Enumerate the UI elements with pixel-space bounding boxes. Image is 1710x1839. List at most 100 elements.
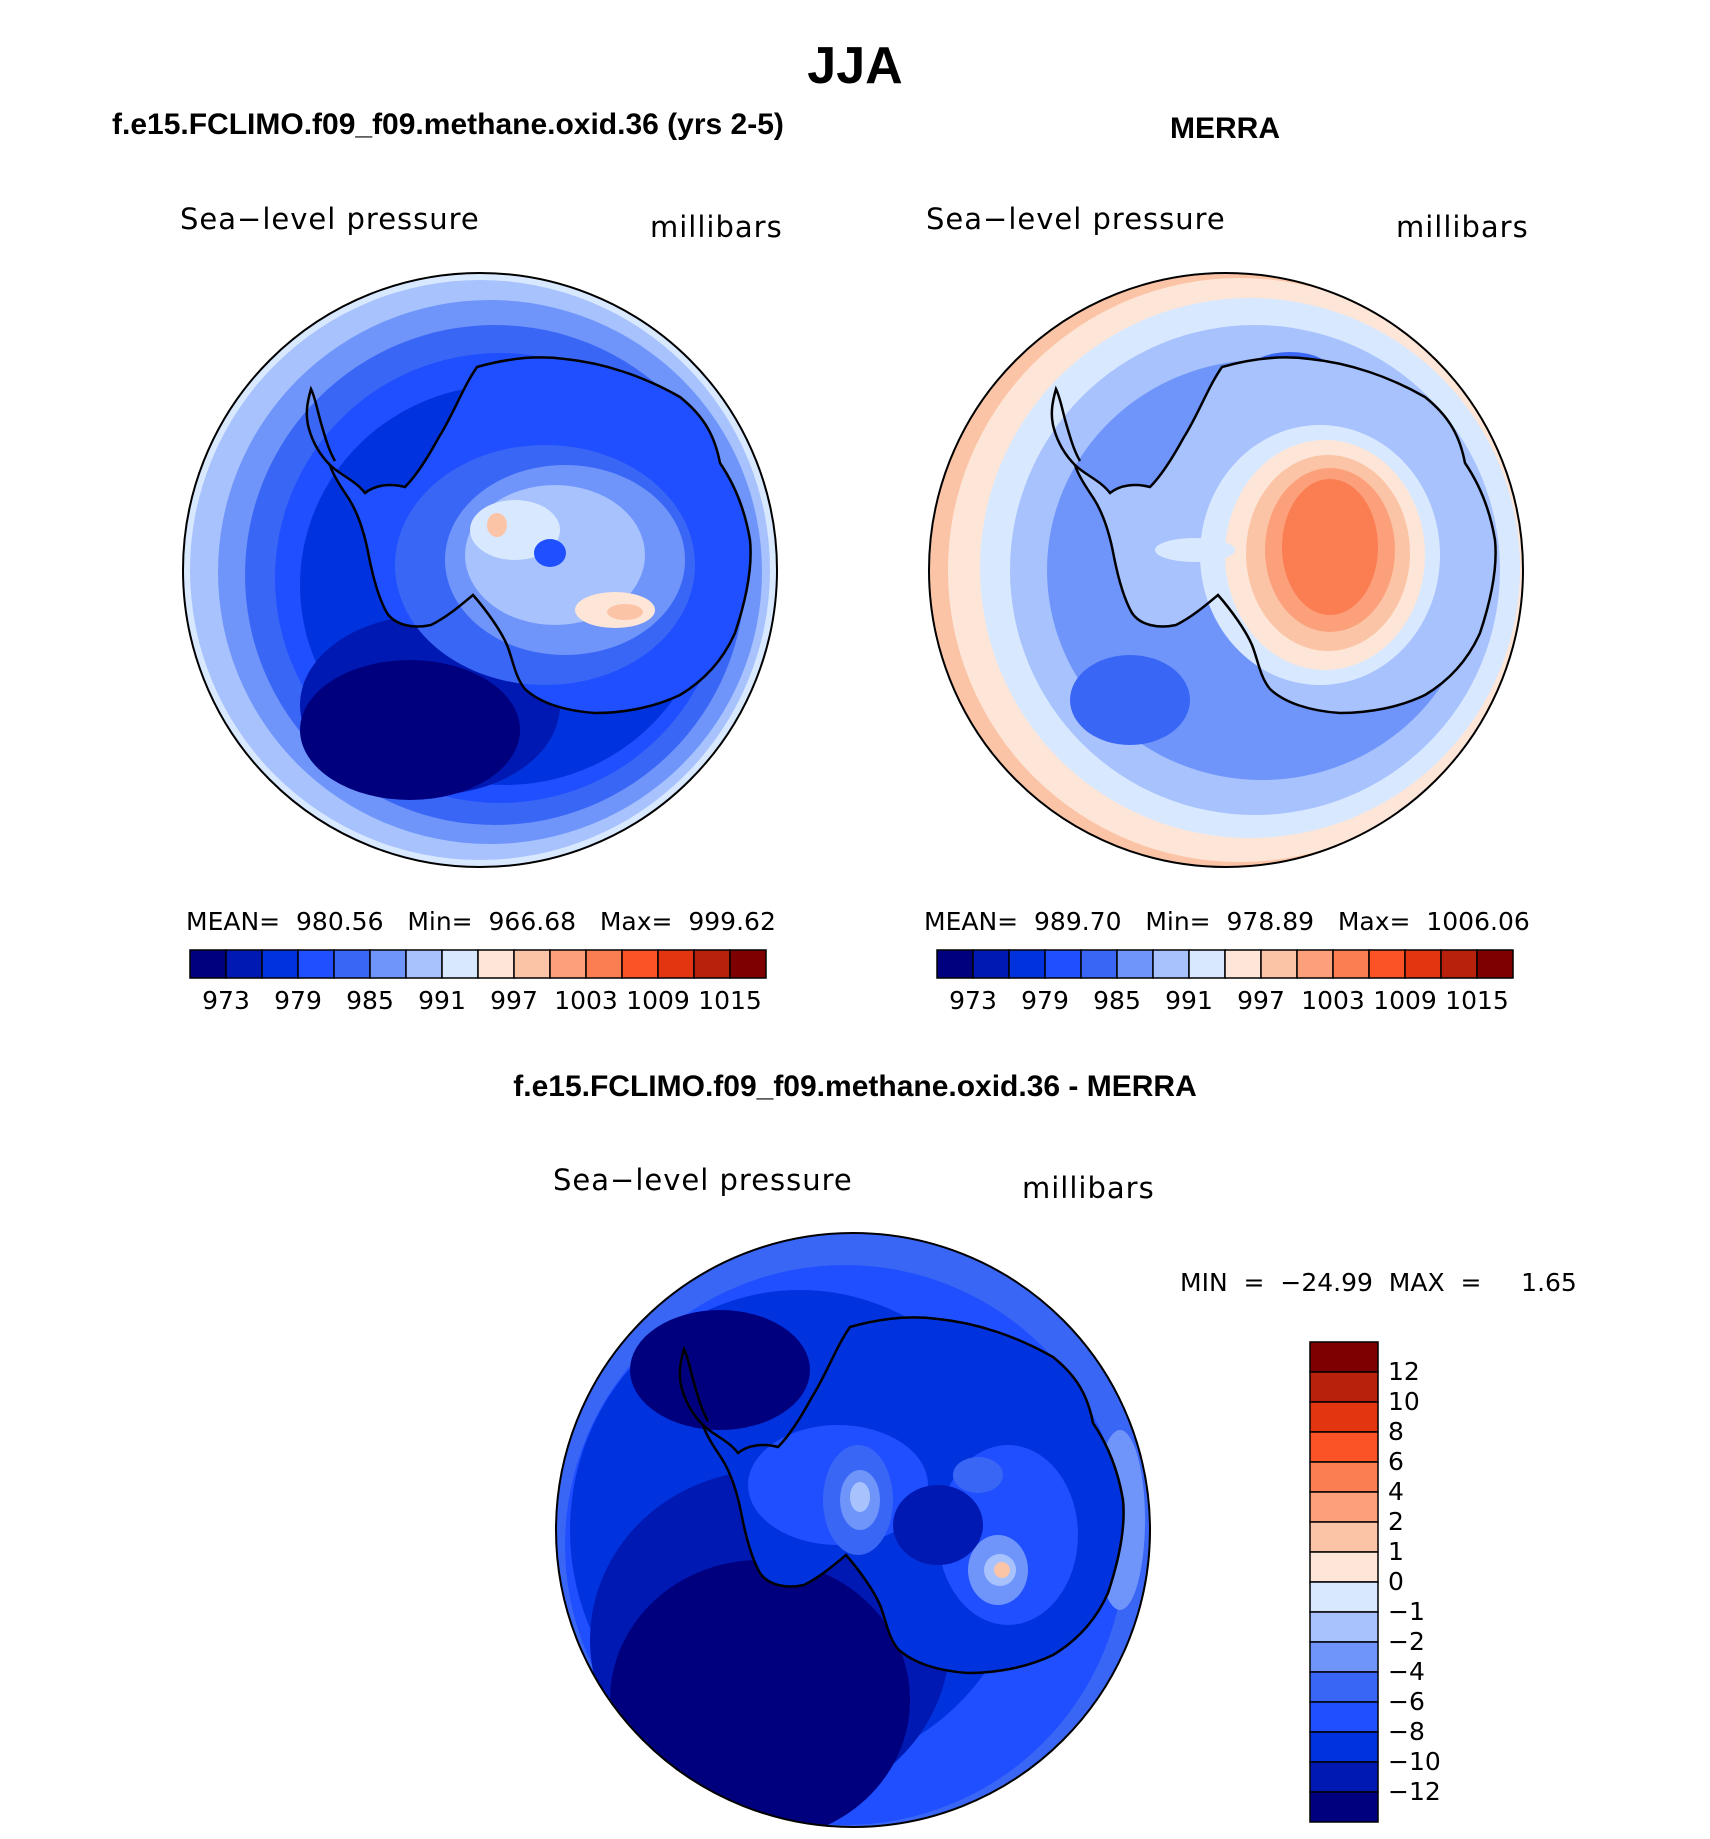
colorbar-swatch	[405, 949, 443, 979]
colorbar-tick-label: −4	[1388, 1657, 1425, 1686]
colorbar-swatch	[1309, 1431, 1379, 1463]
colorbar-tick-label: 4	[1388, 1477, 1404, 1506]
colorbar-swatch	[972, 949, 1010, 979]
colorbar-swatch	[513, 949, 551, 979]
panel-b-variable-label: Sea−level pressure	[926, 202, 1226, 236]
panel-a-map-border	[182, 272, 778, 868]
colorbar-tick-label: 1009	[626, 986, 690, 1015]
panel-b-map	[929, 273, 1523, 867]
colorbar-tick-label: −1	[1388, 1597, 1425, 1626]
colorbar-swatch	[936, 949, 974, 979]
colorbar-swatch	[585, 949, 623, 979]
colorbar-swatch	[1309, 1641, 1379, 1673]
colorbar-swatch	[1116, 949, 1154, 979]
colorbar-tick-label: 991	[418, 986, 466, 1015]
colorbar-tick-label: 1015	[698, 986, 762, 1015]
colorbar-tick-label: 979	[1021, 986, 1069, 1015]
colorbar-swatch	[1309, 1341, 1379, 1373]
colorbar-swatch	[693, 949, 731, 979]
colorbar-tick-label: 985	[1093, 986, 1141, 1015]
colorbar-swatch	[297, 949, 335, 979]
colorbar-swatch	[1309, 1371, 1379, 1403]
colorbar-tick-label: 1	[1388, 1537, 1404, 1566]
colorbar-swatch	[225, 949, 263, 979]
colorbar-swatch	[1309, 1701, 1379, 1733]
panel-c-stats: MIN = −24.99 MAX = 1.65	[1180, 1268, 1577, 1297]
colorbar-swatch	[333, 949, 371, 979]
colorbar-swatch	[621, 949, 659, 979]
panel-b-title: MERRA	[1170, 112, 1280, 145]
colorbar-swatch	[1260, 949, 1298, 979]
colorbar-tick-label: 1015	[1445, 986, 1509, 1015]
colorbar-tick-label: −8	[1388, 1717, 1425, 1746]
colorbar-tick-label: 8	[1388, 1417, 1404, 1446]
panel-c-map-border	[555, 1232, 1151, 1828]
colorbar-tick-label: 2	[1388, 1507, 1404, 1536]
panel-b-colorbar	[936, 949, 1514, 979]
colorbar-swatch	[1309, 1401, 1379, 1433]
colorbar-tick-label: −6	[1388, 1687, 1425, 1716]
colorbar-swatch	[1309, 1551, 1379, 1583]
colorbar-swatch	[1008, 949, 1046, 979]
panel-c-units-label: millibars	[1022, 1171, 1155, 1205]
colorbar-swatch	[1332, 949, 1370, 979]
panel-c-title: f.e15.FCLIMO.f09_f09.methane.oxid.36 - M…	[513, 1070, 1197, 1103]
colorbar-tick-label: −10	[1388, 1747, 1441, 1776]
colorbar-swatch	[441, 949, 479, 979]
colorbar-swatch	[189, 949, 227, 979]
colorbar-swatch	[261, 949, 299, 979]
colorbar-swatch	[1080, 949, 1118, 979]
colorbar-tick-label: −2	[1388, 1627, 1425, 1656]
colorbar-tick-label: 997	[1237, 986, 1285, 1015]
colorbar-swatch	[1309, 1731, 1379, 1763]
colorbar-swatch	[1224, 949, 1262, 979]
colorbar-swatch	[1309, 1461, 1379, 1493]
colorbar-swatch	[1152, 949, 1190, 979]
colorbar-tick-label: 1009	[1373, 986, 1437, 1015]
colorbar-swatch	[549, 949, 587, 979]
panel-a-map	[183, 273, 777, 867]
figure-title: JJA	[807, 37, 903, 95]
colorbar-tick-label: 979	[274, 986, 322, 1015]
colorbar-swatch	[729, 949, 767, 979]
colorbar-swatch	[1309, 1581, 1379, 1613]
panel-c-variable-label: Sea−level pressure	[553, 1163, 853, 1197]
colorbar-swatch	[1309, 1791, 1379, 1823]
colorbar-swatch	[1440, 949, 1478, 979]
panel-b-units-label: millibars	[1396, 210, 1529, 244]
colorbar-swatch	[1296, 949, 1334, 979]
colorbar-tick-label: 6	[1388, 1447, 1404, 1476]
colorbar-tick-label: 0	[1388, 1567, 1404, 1596]
colorbar-tick-label: 973	[949, 986, 997, 1015]
panel-a-title: f.e15.FCLIMO.f09_f09.methane.oxid.36 (yr…	[112, 108, 784, 141]
colorbar-swatch	[1476, 949, 1514, 979]
colorbar-tick-label: 12	[1388, 1357, 1420, 1386]
colorbar-swatch	[1309, 1491, 1379, 1523]
colorbar-swatch	[369, 949, 407, 979]
panel-c-colorbar	[1309, 1341, 1379, 1823]
colorbar-swatch	[1404, 949, 1442, 979]
panel-b-map-border	[928, 272, 1524, 868]
colorbar-tick-label: 991	[1165, 986, 1213, 1015]
panel-c-map	[556, 1233, 1150, 1827]
colorbar-swatch	[1309, 1761, 1379, 1793]
colorbar-swatch	[1044, 949, 1082, 979]
colorbar-swatch	[1188, 949, 1226, 979]
colorbar-tick-label: 985	[346, 986, 394, 1015]
colorbar-tick-label: 973	[202, 986, 250, 1015]
colorbar-tick-label: 1003	[1301, 986, 1365, 1015]
panel-a-units-label: millibars	[650, 210, 783, 244]
colorbar-swatch	[477, 949, 515, 979]
panel-a-colorbar	[189, 949, 767, 979]
colorbar-swatch	[1368, 949, 1406, 979]
panel-b-stats: MEAN= 989.70 Min= 978.89 Max= 1006.06	[924, 907, 1530, 936]
panel-a-variable-label: Sea−level pressure	[180, 202, 480, 236]
colorbar-swatch	[1309, 1611, 1379, 1643]
colorbar-tick-label: 997	[490, 986, 538, 1015]
colorbar-tick-label: 10	[1388, 1387, 1420, 1416]
colorbar-swatch	[1309, 1521, 1379, 1553]
colorbar-swatch	[1309, 1671, 1379, 1703]
colorbar-swatch	[657, 949, 695, 979]
panel-a-stats: MEAN= 980.56 Min= 966.68 Max= 999.62	[186, 907, 776, 936]
